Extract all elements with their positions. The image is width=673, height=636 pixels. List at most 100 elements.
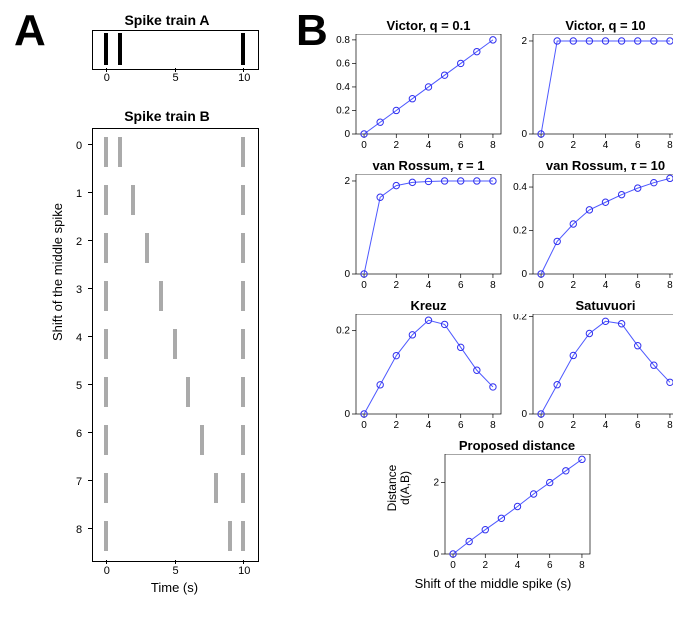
svg-text:6: 6: [546, 560, 552, 571]
figure-root: A B Spike train A 0510 Spike train B 012…: [0, 0, 673, 636]
svg-text:0: 0: [361, 140, 367, 151]
svg-text:0: 0: [361, 280, 367, 291]
spike-b-r5-1: [186, 377, 190, 407]
svg-text:8: 8: [667, 140, 673, 151]
svg-text:8: 8: [667, 280, 673, 291]
spike-b-r7-2: [241, 473, 245, 503]
train-b-ytick-0: 0: [76, 140, 82, 152]
spike-train-a-title: Spike train A: [82, 12, 252, 28]
svg-text:8: 8: [667, 420, 673, 431]
svg-text:4: 4: [426, 140, 432, 151]
spike-b-r5-0: [104, 377, 108, 407]
chart-proposed-ylabel: Distance: [385, 438, 399, 538]
chart-kreuz: Kreuz0246800.2: [356, 314, 501, 414]
spike-b-r8-1: [228, 521, 232, 551]
svg-text:6: 6: [635, 140, 641, 151]
svg-text:0: 0: [433, 549, 439, 560]
svg-text:0.8: 0.8: [336, 35, 350, 46]
spike-b-r7-0: [104, 473, 108, 503]
train-b-ytick-5: 5: [76, 380, 82, 392]
panel-a-x-axis-title: Time (s): [92, 580, 257, 595]
train-b-xtick-5: 5: [169, 565, 183, 577]
panel-a-y-axis-title: Shift of the middle spike: [50, 122, 65, 422]
svg-text:8: 8: [490, 140, 496, 151]
svg-text:2: 2: [393, 140, 399, 151]
spike-b-r7-1: [214, 473, 218, 503]
svg-text:0.2: 0.2: [513, 314, 527, 322]
chart-title-satuvuori: Satuvuori: [533, 298, 673, 313]
train-b-ytick-4: 4: [76, 332, 82, 344]
train-b-ytick-3: 3: [76, 284, 82, 296]
svg-text:2: 2: [570, 140, 576, 151]
svg-text:4: 4: [603, 420, 609, 431]
spike-b-r3-0: [104, 281, 108, 311]
svg-text:0.4: 0.4: [513, 182, 527, 193]
svg-text:0.4: 0.4: [336, 82, 350, 93]
train-b-xtick-0: 0: [100, 565, 114, 577]
svg-text:0.2: 0.2: [513, 226, 527, 237]
svg-text:4: 4: [514, 560, 520, 571]
svg-text:0.6: 0.6: [336, 58, 350, 69]
spike-b-r8-2: [241, 521, 245, 551]
svg-text:0: 0: [450, 560, 456, 571]
svg-text:2: 2: [482, 560, 488, 571]
svg-text:2: 2: [433, 478, 439, 489]
train-b-ytick-8: 8: [76, 524, 82, 536]
svg-text:0: 0: [344, 269, 350, 280]
train-b-ytick-7: 7: [76, 476, 82, 488]
spike-b-r8-0: [104, 521, 108, 551]
chart-title-victor_q10: Victor, q = 10: [533, 18, 673, 33]
panel-b: Victor, q = 0.10246800.20.40.60.8Victor,…: [318, 12, 668, 624]
train-b-ytick-1: 1: [76, 188, 82, 200]
spike-b-r5-2: [241, 377, 245, 407]
svg-text:6: 6: [635, 420, 641, 431]
panel-a: Spike train A 0510 Spike train B 0123456…: [60, 12, 290, 612]
svg-text:6: 6: [458, 140, 464, 151]
svg-text:2: 2: [570, 280, 576, 291]
spike-train-a-raster: 0510: [60, 28, 290, 83]
svg-text:0: 0: [344, 129, 350, 140]
spike-a-2: [241, 33, 245, 65]
train-b-xtick-10: 10: [237, 565, 251, 577]
svg-text:2: 2: [570, 420, 576, 431]
svg-text:0: 0: [538, 140, 544, 151]
svg-text:2: 2: [393, 280, 399, 291]
svg-text:0: 0: [361, 420, 367, 431]
svg-text:4: 4: [426, 420, 432, 431]
chart-vanrossum_t10: van Rossum, τ = 100246800.20.4: [533, 174, 673, 274]
spike-b-r1-1: [131, 185, 135, 215]
spike-b-r0-2: [241, 137, 245, 167]
svg-text:2: 2: [393, 420, 399, 431]
spike-b-r3-2: [241, 281, 245, 311]
svg-text:4: 4: [603, 280, 609, 291]
svg-text:0: 0: [521, 129, 527, 140]
chart-title-proposed: Proposed distance: [445, 438, 590, 453]
spike-b-r2-2: [241, 233, 245, 263]
chart-title-vanrossum_t10: van Rossum, τ = 10: [533, 158, 673, 173]
svg-text:2: 2: [521, 36, 527, 47]
svg-text:0: 0: [344, 409, 350, 420]
chart-proposed: Proposed distance0246802Distanced(A,B): [445, 454, 590, 554]
spike-b-r1-0: [104, 185, 108, 215]
svg-text:4: 4: [603, 140, 609, 151]
chart-title-victor_q01: Victor, q = 0.1: [356, 18, 501, 33]
chart-satuvuori: Satuvuori0246800.2: [533, 314, 673, 414]
spike-b-r2-0: [104, 233, 108, 263]
train-a-xtick-0: 0: [100, 72, 114, 84]
svg-text:8: 8: [490, 280, 496, 291]
train-b-ytick-2: 2: [76, 236, 82, 248]
chart-proposed-ylabel2: d(A,B): [398, 438, 412, 538]
chart-title-vanrossum_t1: van Rossum, τ = 1: [356, 158, 501, 173]
spike-b-r0-0: [104, 137, 108, 167]
spike-a-1: [118, 33, 122, 65]
svg-text:6: 6: [458, 280, 464, 291]
spike-a-0: [104, 33, 108, 65]
spike-train-b-title: Spike train B: [82, 108, 252, 124]
svg-text:0: 0: [538, 280, 544, 291]
panel-letter-a: A: [14, 6, 46, 56]
chart-victor_q01: Victor, q = 0.10246800.20.40.60.8: [356, 34, 501, 134]
spike-b-r3-1: [159, 281, 163, 311]
svg-text:6: 6: [635, 280, 641, 291]
spike-b-r6-0: [104, 425, 108, 455]
svg-text:0: 0: [521, 409, 527, 420]
